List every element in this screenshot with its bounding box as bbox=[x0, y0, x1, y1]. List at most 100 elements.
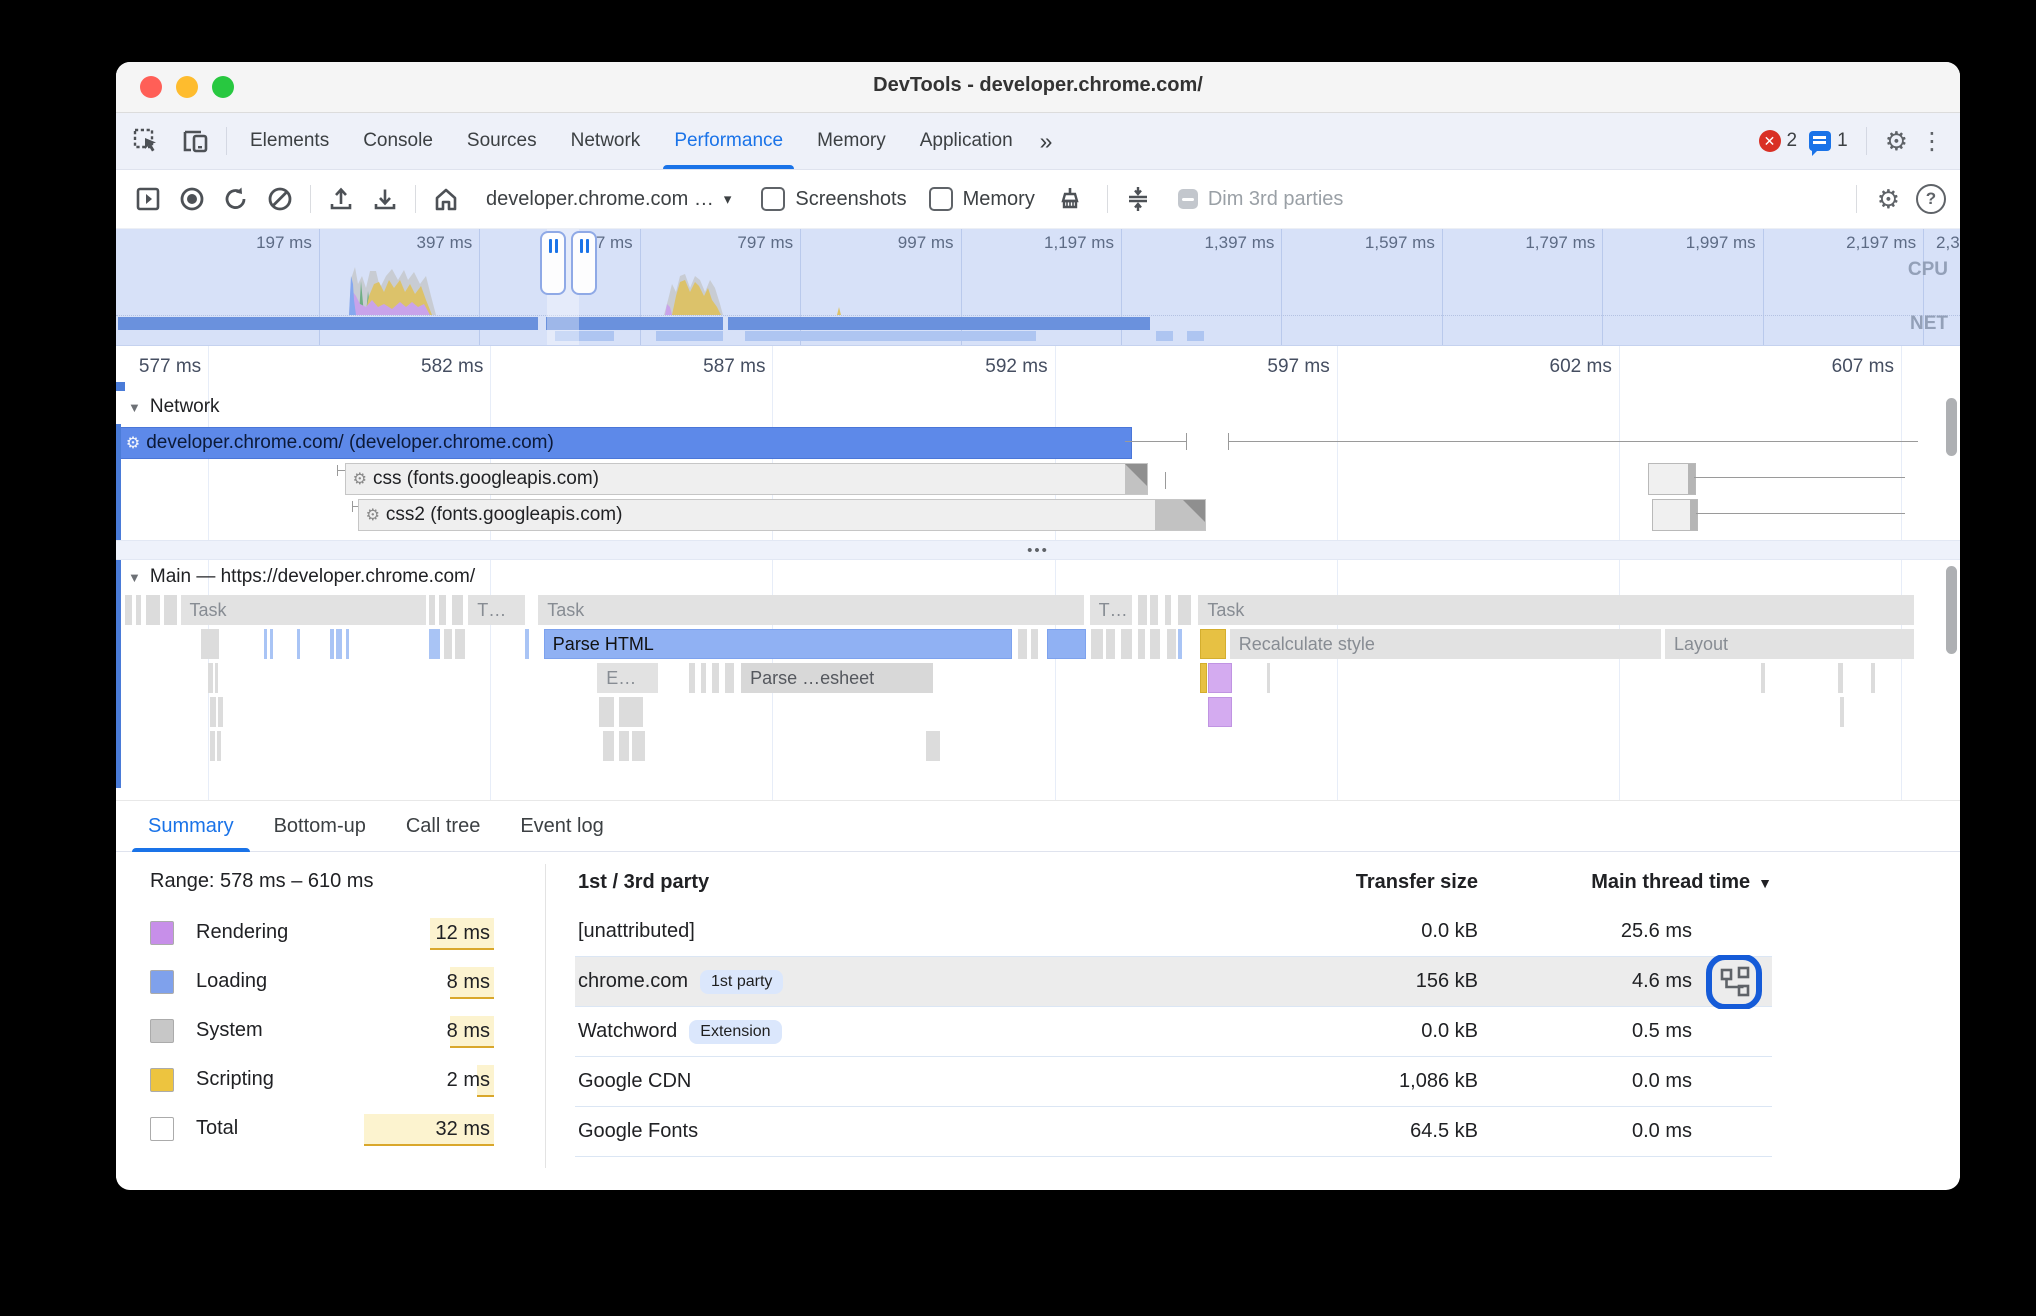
flame-bar[interactable]: T… bbox=[468, 595, 526, 625]
caret-down-icon: ▾ bbox=[723, 191, 732, 208]
flame-bar[interactable]: Task bbox=[1198, 595, 1914, 625]
network-request-bar[interactable]: ⚙ css2 (fonts.googleapis.com) bbox=[357, 499, 1206, 531]
screenshots-checkbox[interactable]: Screenshots bbox=[761, 187, 907, 211]
flame-sliver bbox=[711, 663, 719, 693]
devtools-tabbar: Elements Console Sources Network Perform… bbox=[116, 113, 1960, 170]
request-gear-icon: ⚙ bbox=[352, 471, 367, 488]
col-main-thread-header[interactable]: Main thread time ▼ bbox=[1591, 871, 1772, 893]
tab-bottom-up[interactable]: Bottom-up bbox=[273, 814, 366, 837]
flame-view-icon[interactable] bbox=[1706, 955, 1764, 1009]
disclosure-triangle-icon[interactable]: ▼ bbox=[128, 399, 141, 415]
help-icon[interactable]: ? bbox=[1916, 184, 1946, 214]
net-segment bbox=[554, 331, 614, 341]
message-icon bbox=[1809, 131, 1832, 156]
devtools-window: DevTools - developer.chrome.com/ Element… bbox=[116, 62, 1960, 1190]
record-icon[interactable] bbox=[174, 181, 210, 217]
legend-row-system: System 8 ms bbox=[150, 1006, 494, 1055]
flame-bar[interactable]: E… bbox=[597, 663, 659, 693]
clear-icon[interactable] bbox=[262, 181, 298, 217]
dim-3rd-parties-checkbox[interactable]: Dim 3rd parties bbox=[1177, 188, 1343, 211]
tab-console[interactable]: Console bbox=[363, 130, 433, 151]
reload-record-icon[interactable] bbox=[218, 181, 254, 217]
legend-row-loading: Loading 8 ms bbox=[150, 957, 494, 1006]
col-transfer-header[interactable]: Transfer size bbox=[1355, 871, 1478, 893]
main-thread-track: ▼ Main — https://developer.chrome.com/ T… bbox=[116, 560, 1960, 800]
minimize-window-button[interactable] bbox=[176, 76, 198, 98]
rendering-swatch bbox=[150, 920, 174, 945]
tab-performance[interactable]: Performance bbox=[657, 113, 800, 169]
tab-sources[interactable]: Sources bbox=[466, 130, 537, 151]
flame-sliver bbox=[1165, 595, 1171, 625]
timeline-overview[interactable]: 197 ms 397 ms 597 ms 797 ms 997 ms 1,197 ms 1,… bbox=[116, 229, 1960, 346]
divider bbox=[1855, 185, 1857, 213]
tab-memory[interactable]: Memory bbox=[817, 130, 886, 151]
more-tabs-button[interactable]: » bbox=[1039, 127, 1053, 154]
network-request-bar[interactable]: ⚙ developer.chrome.com/ (developer.chrom… bbox=[117, 427, 1132, 459]
disclosure-triangle-icon[interactable]: ▼ bbox=[128, 569, 141, 585]
ruler-gridline bbox=[1054, 346, 1056, 800]
flame-bar[interactable]: Task bbox=[538, 595, 1085, 625]
flame-bar[interactable]: Recalculate style bbox=[1229, 629, 1662, 659]
table-row-chrome-com[interactable]: chrome.com 1st party 156 kB 4.6 ms bbox=[575, 955, 1772, 1009]
flame-sliver bbox=[218, 697, 223, 727]
selection-handle-right[interactable] bbox=[571, 231, 598, 295]
flame-sliver bbox=[632, 731, 646, 761]
settings-icon[interactable]: ⚙ bbox=[1884, 126, 1908, 156]
capture-settings-icon[interactable]: ⚙ bbox=[1876, 184, 1900, 214]
flame-sliver bbox=[1266, 663, 1271, 693]
network-request-tail[interactable] bbox=[1652, 499, 1699, 531]
home-icon[interactable] bbox=[428, 181, 464, 217]
tab-application[interactable]: Application bbox=[919, 130, 1013, 151]
track-resize-handle[interactable]: ••• bbox=[116, 540, 1960, 560]
flame-sliver bbox=[429, 629, 440, 659]
table-row-google-fonts[interactable]: Google Fonts 64.5 kB 0.0 ms bbox=[575, 1107, 1772, 1157]
overview-gridline bbox=[318, 229, 320, 345]
flame-sliver bbox=[1178, 629, 1182, 659]
memory-checkbox[interactable]: Memory bbox=[928, 187, 1035, 211]
inspect-element-icon[interactable] bbox=[128, 123, 164, 159]
net-segment bbox=[744, 331, 1037, 341]
collect-garbage-icon[interactable] bbox=[1053, 181, 1089, 217]
close-window-button[interactable] bbox=[140, 76, 162, 98]
flame-sliver bbox=[700, 663, 707, 693]
table-row-google-cdn[interactable]: Google CDN 1,086 kB 0.0 ms bbox=[575, 1057, 1772, 1107]
message-badge[interactable]: 1 bbox=[1809, 130, 1848, 156]
selection-handle-left[interactable] bbox=[540, 231, 567, 295]
network-scrollbar[interactable] bbox=[1946, 398, 1957, 456]
more-menu-icon[interactable]: ⋮ bbox=[1920, 127, 1944, 155]
upload-profile-icon[interactable] bbox=[323, 181, 359, 217]
download-profile-icon[interactable] bbox=[367, 181, 403, 217]
zoom-window-button[interactable] bbox=[212, 76, 234, 98]
flame-sliver bbox=[1840, 697, 1844, 727]
table-row-watchword[interactable]: Watchword Extension 0.0 kB 0.5 ms bbox=[575, 1007, 1772, 1057]
tab-event-log[interactable]: Event log bbox=[520, 814, 604, 837]
overview-gridline bbox=[960, 229, 962, 345]
flame-bar[interactable]: Layout bbox=[1664, 629, 1914, 659]
flame-bar[interactable]: Parse HTML bbox=[543, 629, 1013, 659]
network-request-bar[interactable]: ⚙ css (fonts.googleapis.com) bbox=[344, 463, 1149, 495]
tab-summary[interactable]: Summary bbox=[130, 801, 252, 852]
flame-bar[interactable]: Task bbox=[180, 595, 426, 625]
toggle-sidebar-icon[interactable] bbox=[130, 181, 166, 217]
tab-network[interactable]: Network bbox=[570, 130, 641, 151]
divider bbox=[310, 185, 311, 213]
net-segment bbox=[117, 317, 539, 330]
flame-bar[interactable]: T… bbox=[1089, 595, 1133, 625]
network-request-tail[interactable] bbox=[1648, 463, 1697, 495]
table-row-unattributed[interactable]: [unattributed] 0.0 kB 25.6 ms bbox=[575, 907, 1772, 957]
error-badge[interactable]: ✕ 2 bbox=[1758, 130, 1797, 152]
main-scrollbar[interactable] bbox=[1946, 566, 1957, 654]
flame-bar[interactable]: Parse …esheet bbox=[741, 663, 933, 693]
net-segment bbox=[656, 331, 723, 341]
main-track-title: Main — https://developer.chrome.com/ bbox=[149, 566, 476, 587]
ruler-tick-label: 607 ms bbox=[1831, 356, 1894, 377]
collapse-timings-icon[interactable] bbox=[1120, 181, 1156, 217]
flame-row: Task T… Task T… Task bbox=[116, 594, 1960, 628]
device-toolbar-icon[interactable] bbox=[178, 123, 214, 159]
ruler-tick-label: 582 ms bbox=[421, 356, 484, 377]
tab-call-tree[interactable]: Call tree bbox=[405, 814, 481, 837]
page-target-select[interactable]: developer.chrome.com … ▾ bbox=[486, 187, 732, 210]
overview-tick-label: 997 ms bbox=[897, 233, 954, 252]
tab-elements[interactable]: Elements bbox=[250, 130, 330, 151]
ruler-tick-label: 577 ms bbox=[138, 356, 202, 377]
